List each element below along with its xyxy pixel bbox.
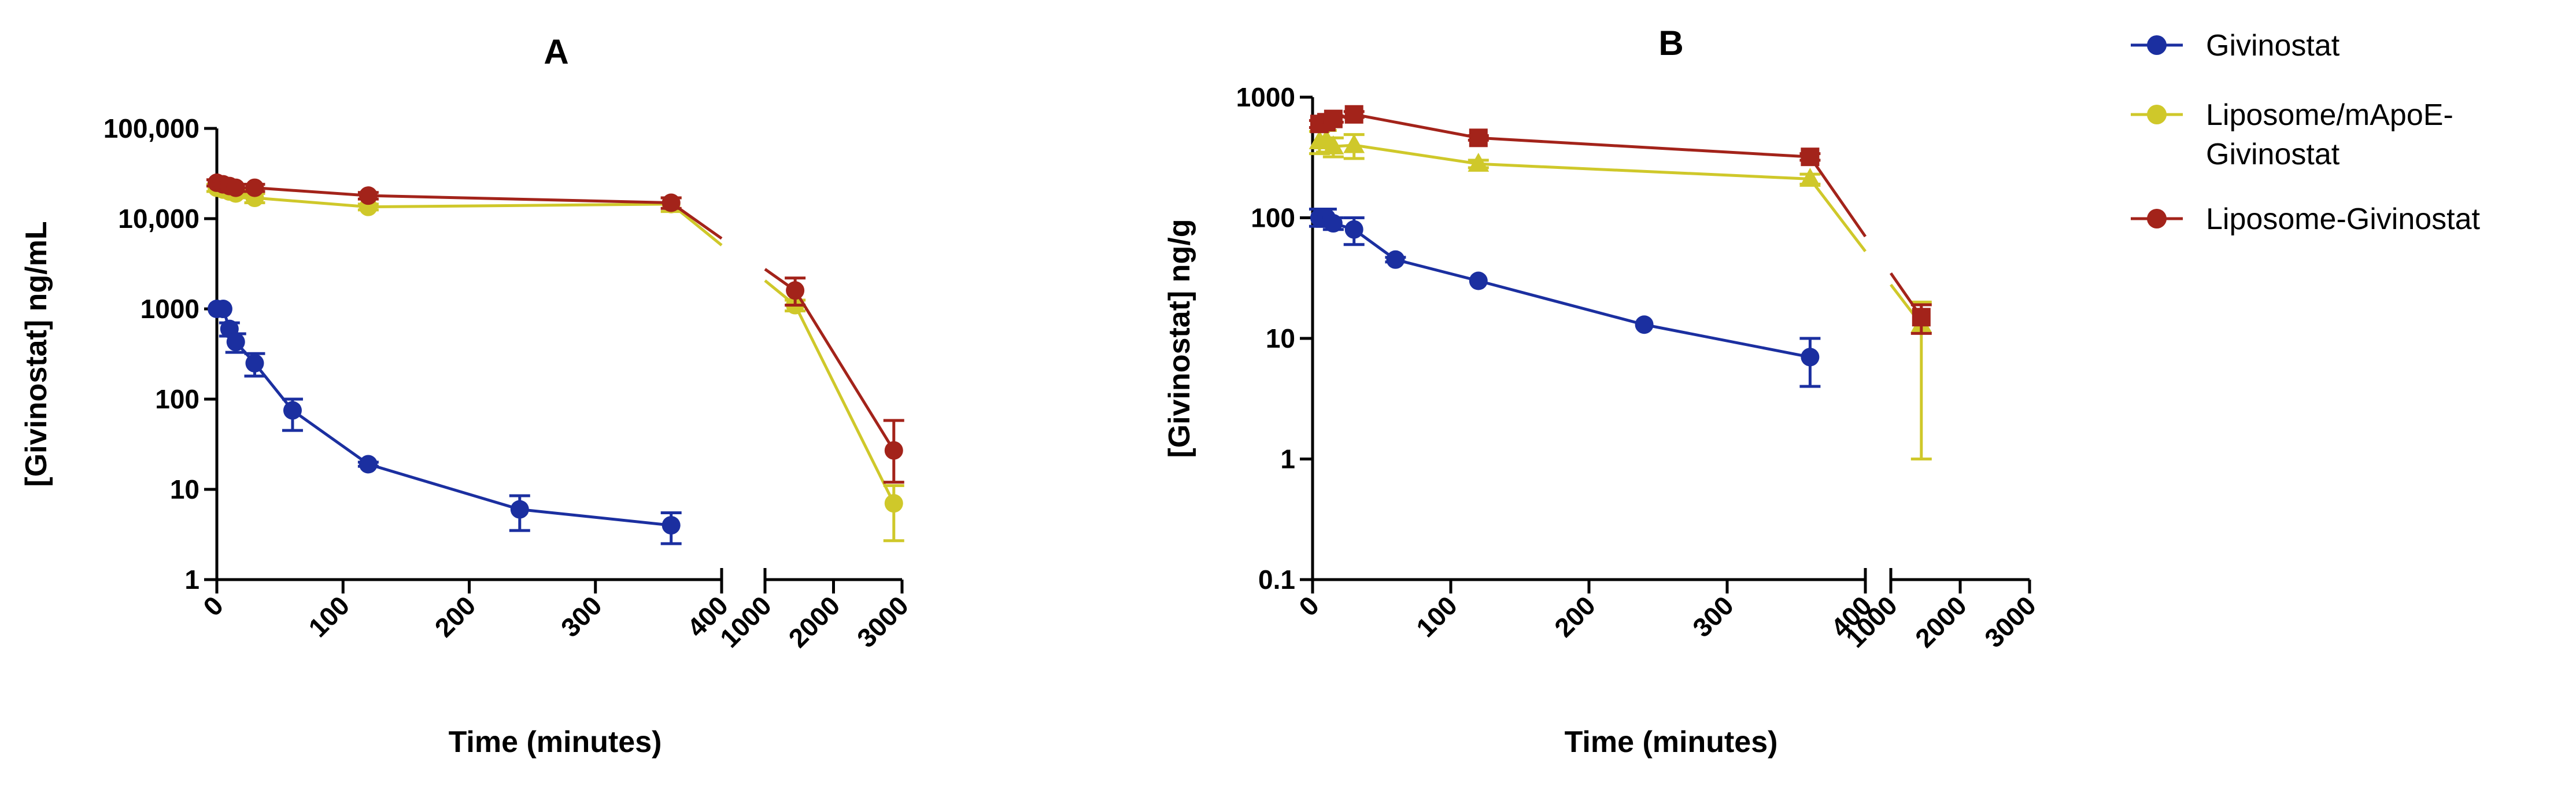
panel-a-liposome-givinostat-line (254, 186, 369, 197)
panel-a-givinostat-line (519, 508, 671, 527)
legend-marker (2147, 209, 2167, 228)
panel-b-series-liposome-mapoe-givinostat (1309, 128, 1932, 460)
panel-a-givinostat-line (368, 463, 520, 511)
panel-b-liposome-mapoe-givinostat-line (1354, 143, 1479, 165)
panel-b-y-tick-label: 1000 (1236, 82, 1295, 112)
legend-item: Liposome-Givinostat (2131, 202, 2481, 236)
legend-label: Liposome/mApoE- (2206, 98, 2453, 132)
legend-label: Givinostat (2206, 29, 2340, 62)
panel-b-liposome-givinostat-point (1344, 105, 1363, 124)
panel-b-liposome-givinostat-point (1469, 128, 1488, 148)
panel-a-liposome-givinostat-point (884, 441, 903, 460)
panel-b-liposome-givinostat-point (1324, 109, 1343, 128)
panel-b-y-tick-label: 0.1 (1258, 565, 1295, 595)
panel-a-liposome-givinostat-point (786, 281, 805, 300)
panel-b-y-tick-label: 1 (1280, 444, 1295, 474)
panel-a-y-tick-label: 100 (155, 384, 199, 414)
panel-a-series-liposome-givinostat (206, 173, 904, 484)
panel-b-x-tick-label: 0 (1293, 590, 1325, 622)
panel-b-liposome-mapoe-givinostat-point (1468, 153, 1490, 172)
panel-a-liposome-givinostat-point (661, 193, 681, 212)
panel-b-x-tick-label: 300 (1687, 590, 1739, 643)
legend-label: Liposome-Givinostat (2206, 202, 2481, 236)
panel-a-givinostat-point (226, 333, 245, 352)
panel-a-y-tick-label: 1 (184, 565, 199, 595)
legend-label: Givinostat (2206, 138, 2340, 171)
panel-a-liposome-givinostat-point (226, 178, 245, 197)
panel-a-y-axis-title: [Givinostat] ng/mL (20, 221, 53, 486)
panel-a-liposome-mapoe-givinostat-point (884, 494, 903, 513)
panel-a-liposome-mapoe-givinostat-line (368, 202, 671, 209)
panel-b-givinostat-line (1478, 279, 1645, 326)
panel-a-givinostat-point (510, 500, 529, 519)
panel-b-x-tick-label: 200 (1548, 590, 1601, 643)
panel-a-y-tick-label: 10,000 (118, 204, 199, 234)
panel-b-liposome-mapoe-givinostat-point (1322, 135, 1344, 154)
panel-b-title: B (1658, 24, 1683, 62)
panel-b-givinostat-line (1395, 258, 1479, 282)
legend-marker (2147, 105, 2167, 124)
panel-b-liposome-mapoe-givinostat-point (1343, 134, 1365, 153)
panel-a-x-tick-label: 300 (555, 590, 608, 643)
panel-b-givinostat-point (1801, 348, 1820, 367)
panel-b-liposome-mapoe-givinostat-line (1809, 178, 1867, 253)
panel-a-liposome-givinostat-line (794, 289, 895, 452)
panel-a-y-tick-label: 1000 (141, 294, 199, 324)
panel-a-givinostat-point (661, 516, 681, 535)
panel-a-y-tick-label: 100,000 (104, 113, 199, 143)
legend-marker (2147, 35, 2167, 55)
panel-b-liposome-givinostat-point (1801, 148, 1820, 167)
panel-b-y-tick-label: 100 (1251, 203, 1295, 233)
panel-b-x-axis-title: Time (minutes) (1565, 725, 1778, 759)
panel-a-y-tick-label: 10 (170, 474, 199, 504)
panel-a-givinostat-point (245, 353, 264, 373)
panel-a-x-tick-label: 1000 (714, 590, 777, 653)
panel-b-x-tick-label: 3000 (1979, 590, 2042, 653)
panel-b-givinostat-point (1635, 315, 1654, 334)
panel-a-liposome-givinostat-point (359, 186, 378, 205)
panel-b-series-givinostat (1309, 208, 1821, 388)
legend-item: Givinostat (2131, 29, 2340, 62)
panel-b-x-tick-label: 2000 (1909, 590, 1972, 653)
panel-b-liposome-givinostat-point (1912, 308, 1931, 327)
panel-b-x-tick-label: 100 (1410, 590, 1463, 643)
panel-b-liposome-givinostat-line (1809, 156, 1867, 238)
panel-a-x-axis-title: Time (minutes) (449, 725, 662, 759)
panel-b-y-axis-title: [Givinostat] ng/g (1163, 219, 1196, 458)
panel-a-givinostat-point (359, 455, 378, 474)
panel-b-givinostat-point (1469, 271, 1488, 290)
panel-a-x-tick-label: 0 (197, 590, 229, 622)
panel-a-liposome-mapoe-givinostat-line (254, 196, 369, 209)
panel-a-series-givinostat (208, 300, 682, 545)
legend: GivinostatLiposome/mApoE-GivinostatLipos… (2131, 29, 2481, 236)
panel-b-liposome-givinostat-line (1354, 113, 1479, 139)
panel-a-givinostat-point (213, 300, 232, 318)
panel-b-series-liposome-givinostat (1309, 105, 1932, 335)
panel-b-givinostat-line (1644, 323, 1810, 359)
panel-b-liposome-givinostat-line (1478, 136, 1810, 158)
panel-b-y-tick-label: 10 (1266, 323, 1295, 353)
panel-a-liposome-givinostat-point (245, 178, 264, 197)
panel-b-liposome-mapoe-givinostat-point (1799, 168, 1821, 187)
panel-b-givinostat-point (1344, 220, 1363, 239)
panel-a-x-tick-label: 100 (302, 590, 355, 643)
panel-a-liposome-mapoe-givinostat-line (793, 304, 896, 504)
panel-b-liposome-mapoe-givinostat-line (1478, 162, 1810, 180)
panel-a-liposome-givinostat-line (368, 194, 671, 205)
legend-item: Liposome/mApoE- Givinostat (2131, 98, 2453, 171)
panel-a-title: A (544, 32, 568, 71)
panel-a-givinostat-point (283, 401, 302, 420)
panel-b-givinostat-point (1386, 250, 1405, 269)
panel-a-x-tick-label: 2000 (782, 590, 845, 653)
panel-a-series-liposome-mapoe-givinostat (206, 178, 904, 543)
panel-a-x-tick-label: 3000 (851, 590, 914, 653)
panel-a-x-tick-label: 200 (429, 590, 482, 643)
panel-b-givinostat-point (1324, 214, 1343, 233)
panel-a-givinostat-line (291, 409, 369, 466)
panel-a-givinostat-line (253, 362, 294, 412)
